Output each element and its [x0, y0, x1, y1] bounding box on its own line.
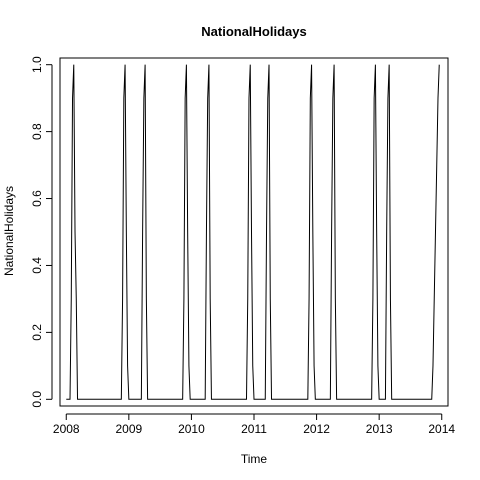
x-tick-label: 2008: [53, 422, 80, 436]
x-axis-label: Time: [241, 452, 268, 466]
plot-frame: [59, 57, 449, 407]
y-axis-label: NationalHolidays: [2, 186, 16, 276]
x-tick-label: 2012: [303, 422, 330, 436]
x-tick-label: 2011: [241, 422, 267, 436]
y-tick-label: 0.2: [30, 324, 44, 341]
x-tick-label: 2010: [178, 422, 205, 436]
x-tick-label: 2014: [428, 422, 455, 436]
x-tick-label: 2009: [115, 422, 142, 436]
chart-title: NationalHolidays: [201, 24, 306, 39]
y-tick-label: 0.8: [30, 123, 44, 140]
y-tick-label: 0.0: [30, 391, 44, 408]
series-layer: [66, 64, 440, 400]
series-line: [66, 64, 440, 400]
x-axis: 2008 2009 2010 2011 2012 2013 2014: [53, 413, 455, 436]
x-tick-label: 2013: [366, 422, 393, 436]
y-axis: 0.0 0.2 0.4 0.6 0.8 1.0: [30, 56, 53, 408]
y-tick-label: 0.4: [30, 257, 44, 274]
y-tick-label: 0.6: [30, 190, 44, 207]
y-tick-label: 1.0: [30, 56, 44, 73]
